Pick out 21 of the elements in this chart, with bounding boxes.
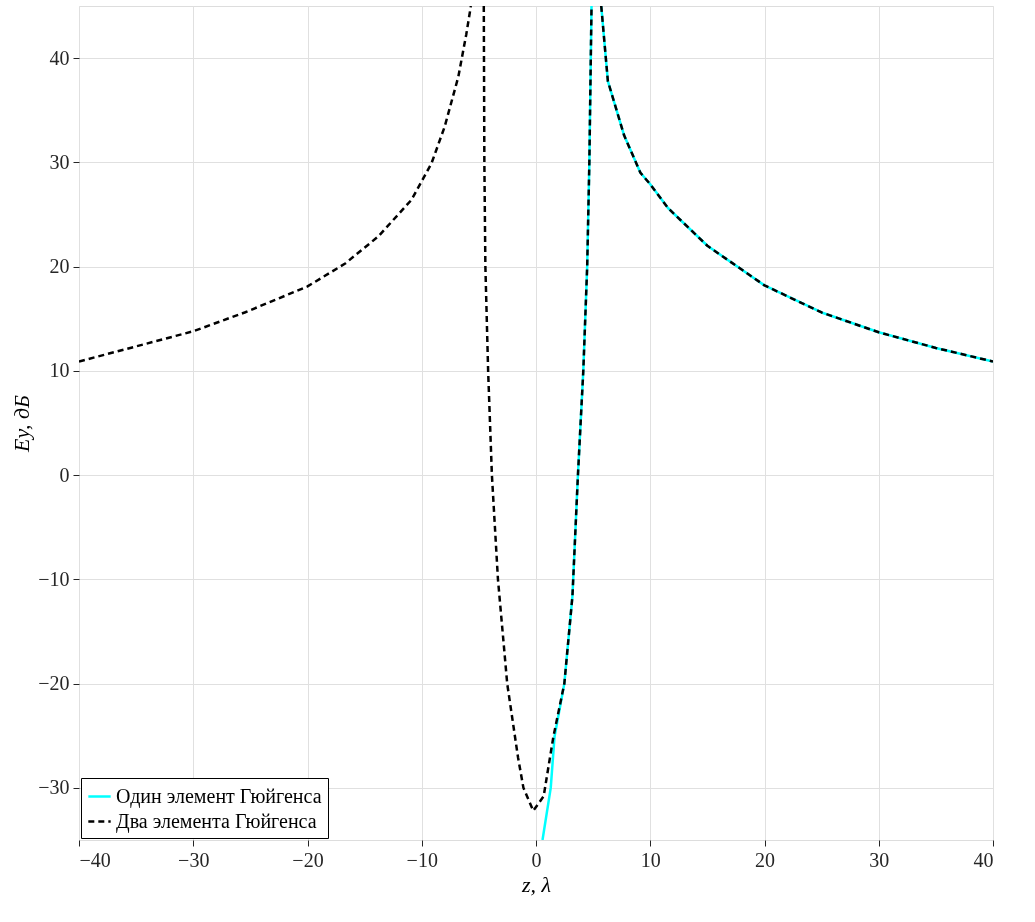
y-tick-label: 20 xyxy=(49,255,70,278)
x-tick-label: −20 xyxy=(292,848,324,871)
y-tick-label: 30 xyxy=(49,150,70,173)
y-tick-label: −10 xyxy=(38,567,70,590)
legend-label: Два элемента Гюйгенса xyxy=(116,809,317,833)
x-tick-label: −40 xyxy=(79,848,111,871)
y-tick-label: −30 xyxy=(38,776,70,799)
y-axis-title: Ey, дБ xyxy=(9,394,35,454)
x-tick-label: 40 xyxy=(973,848,994,871)
y-tick-label: 0 xyxy=(59,463,70,486)
x-tick-label: 30 xyxy=(869,848,890,871)
x-tick-label: 20 xyxy=(755,848,775,871)
x-tick-label: 10 xyxy=(640,848,661,871)
y-tick-label: 40 xyxy=(49,46,70,69)
y-tick-label: −20 xyxy=(38,672,70,695)
x-axis-title: z, λ xyxy=(520,871,552,897)
x-tick-label: −10 xyxy=(406,848,438,871)
y-tick-label: 10 xyxy=(49,359,70,382)
x-tick-label: −30 xyxy=(178,848,210,871)
x-tick-label: 0 xyxy=(531,848,542,871)
legend-label: Один элемент Гюйгенса xyxy=(116,784,322,808)
